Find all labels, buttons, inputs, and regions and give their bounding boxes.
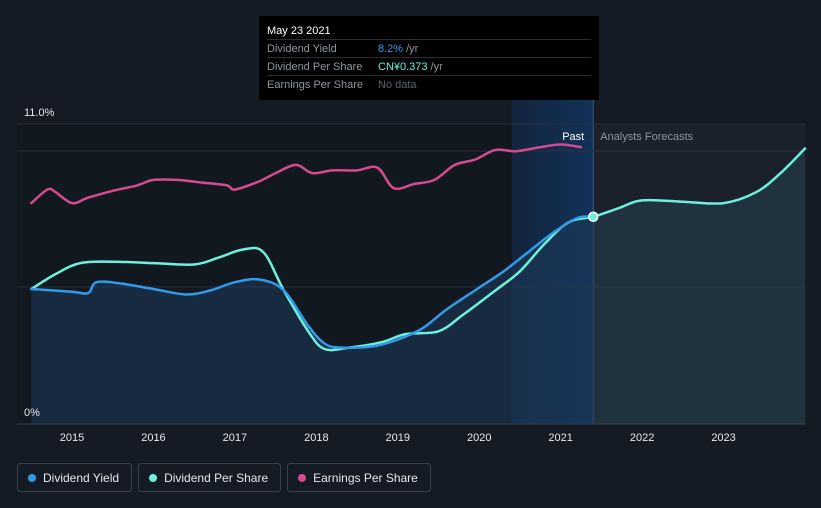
x-tick-label: 2020: [467, 432, 491, 444]
y-axis-bottom-label: 0%: [24, 407, 40, 419]
dividend-yield-area: [31, 216, 594, 424]
x-tick-label: 2021: [548, 432, 572, 444]
tooltip-value: 8.2%: [378, 42, 404, 55]
legend: Dividend Yield Dividend Per Share Earnin…: [17, 463, 437, 492]
legend-dot-icon: [149, 473, 158, 482]
tooltip-date: May 23 2021: [267, 25, 331, 37]
tooltip-row-earnings-per-share: Earnings Per Share No data: [267, 75, 591, 93]
tooltip-value: No data: [378, 78, 417, 91]
x-tick-label: 2019: [386, 432, 410, 444]
dividend-yield-line: [30, 215, 595, 350]
past-label: Past: [562, 131, 584, 143]
tooltip-row-dividend-per-share: Dividend Per Share CN¥0.373 /yr: [267, 57, 591, 75]
legend-item-dividend-yield[interactable]: Dividend Yield: [17, 463, 133, 492]
legend-dot-icon: [298, 473, 307, 482]
tooltip-label: Earnings Per Share: [267, 78, 363, 91]
legend-dot-icon: [28, 473, 36, 482]
tooltip-value: CN¥0.373: [378, 60, 428, 73]
legend-label: Dividend Yield: [43, 470, 120, 485]
x-tick-label: 2017: [223, 432, 247, 444]
x-tick-label: 2016: [141, 432, 165, 444]
tooltip-label: Dividend Per Share: [267, 60, 363, 73]
tooltip-row-dividend-yield: Dividend Yield 8.2% /yr: [267, 39, 591, 57]
forecast-area: [593, 148, 805, 424]
legend-item-earnings-per-share[interactable]: Earnings Per Share: [287, 463, 431, 492]
forecast-region: [593, 124, 805, 424]
tooltip-unit: /yr: [430, 60, 443, 73]
forecast-label: Analysts Forecasts: [600, 131, 693, 143]
x-tick-label: 2015: [60, 432, 84, 444]
legend-item-dividend-per-share[interactable]: Dividend Per Share: [138, 463, 282, 492]
x-tick-label: 2023: [711, 432, 735, 444]
earnings-per-share-line: [30, 143, 583, 205]
y-axis-top-label: 11.0%: [24, 107, 55, 119]
tooltip: May 23 2021 Dividend Yield 8.2% /yr Divi…: [259, 16, 599, 100]
hover-marker: [587, 211, 599, 222]
dividend-per-share-line: [30, 147, 807, 352]
tooltip-label: Dividend Yield: [267, 42, 337, 55]
tooltip-unit: /yr: [406, 42, 419, 55]
x-tick-label: 2018: [304, 432, 328, 444]
x-tick-label: 2022: [630, 432, 654, 444]
legend-label: Earnings Per Share: [313, 470, 418, 485]
legend-label: Dividend Per Share: [164, 470, 269, 485]
